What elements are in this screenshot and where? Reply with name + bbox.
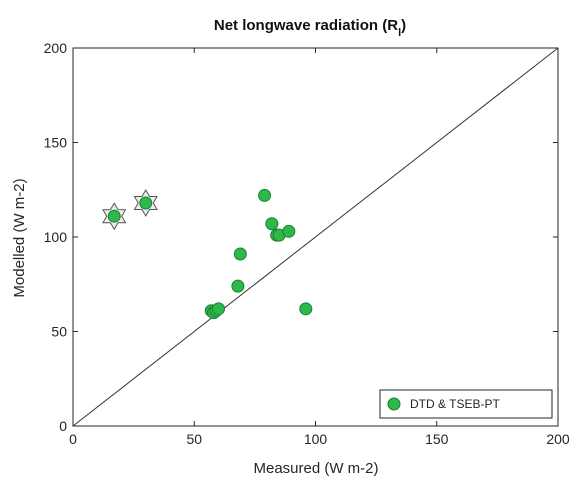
plot-area: 0 50 100 150 200 0 50 100 150 200 DTD & TSEB-PT: [44, 40, 570, 447]
x-tick-label: 0: [69, 431, 77, 447]
data-point: [299, 302, 313, 316]
y-tick-label: 150: [44, 135, 68, 151]
y-tick-label: 0: [59, 418, 67, 434]
y-axis-label: Modelled (W m-2): [11, 178, 28, 297]
x-tick-label: 100: [304, 431, 328, 447]
data-point: [139, 196, 153, 210]
data-point: [212, 302, 225, 316]
x-tick-label: 150: [425, 431, 449, 447]
x-tick-label: 200: [546, 431, 570, 447]
data-point: [265, 217, 279, 231]
one-to-one-line: [72, 47, 559, 427]
data-point: [282, 224, 296, 238]
x-tick-label: 50: [186, 431, 202, 447]
legend-marker: [387, 397, 401, 411]
data-point: [233, 247, 247, 261]
y-tick-label: 200: [44, 40, 68, 56]
x-axis-label: Measured (W m-2): [253, 460, 378, 477]
chart-title-suffix: ): [401, 17, 406, 34]
y-tick-label: 50: [51, 324, 67, 340]
chart-title-main: Net longwave radiation (R: [214, 17, 398, 34]
y-tick-label: 100: [44, 229, 68, 245]
data-point: [107, 209, 121, 223]
legend-label: DTD & TSEB-PT: [410, 397, 500, 411]
chart-title: Net longwave radiation (Rl): [214, 17, 406, 39]
data-point: [258, 188, 272, 202]
chart-title-subscript: l: [398, 27, 401, 39]
legend-box: [379, 389, 553, 419]
data-point: [231, 279, 245, 293]
